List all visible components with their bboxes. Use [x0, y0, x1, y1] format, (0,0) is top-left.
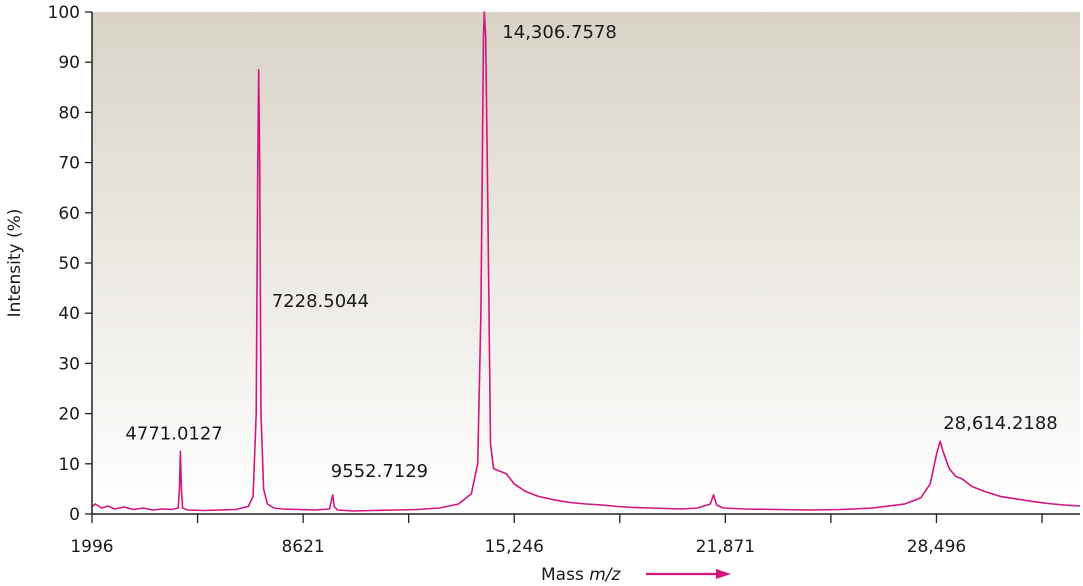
peak-label: 14,306.7578 — [502, 22, 617, 43]
y-tick-label: 20 — [58, 405, 80, 425]
y-tick-label: 0 — [69, 505, 80, 525]
x-axis-title-italic: m/z — [589, 565, 621, 585]
y-tick-label: 50 — [58, 254, 80, 274]
x-tick-label: 1996 — [70, 537, 113, 557]
x-axis-title-prefix: Mass — [541, 565, 589, 585]
y-tick-label: 80 — [58, 103, 80, 123]
y-axis-ticks: 0 10 20 30 40 50 60 70 80 90 100 — [48, 3, 92, 525]
x-tick-label: 21,871 — [696, 537, 755, 557]
y-axis-title: Intensity (%) — [5, 209, 25, 318]
y-tick-label: 40 — [58, 304, 80, 324]
y-tick-label: 100 — [48, 3, 80, 23]
x-tick-label: 8621 — [281, 537, 324, 557]
y-tick-label: 60 — [58, 204, 80, 224]
x-tick-label: 28,496 — [907, 537, 966, 557]
y-tick-label: 70 — [58, 154, 80, 174]
y-tick-label: 90 — [58, 53, 80, 73]
arrow-right-icon — [646, 569, 731, 579]
x-tick-label: 15,246 — [484, 537, 543, 557]
y-tick-label: 30 — [58, 354, 80, 374]
x-axis-title: Mass m/z — [541, 565, 621, 585]
peak-label: 4771.0127 — [125, 423, 222, 444]
spectrum-line — [91, 11, 1081, 512]
peak-label: 7228.5044 — [272, 291, 369, 312]
plot-background — [92, 12, 1080, 514]
peak-label: 9552.7129 — [331, 461, 428, 482]
peak-labels: 4771.0127 7228.5044 9552.7129 14,306.7578 28… — [125, 22, 1057, 482]
peak-label: 28,614.2188 — [943, 413, 1058, 434]
x-axis-ticks: 1996 8621 15,246 21,871 28,496 — [70, 514, 1043, 557]
y-tick-label: 10 — [58, 455, 80, 475]
